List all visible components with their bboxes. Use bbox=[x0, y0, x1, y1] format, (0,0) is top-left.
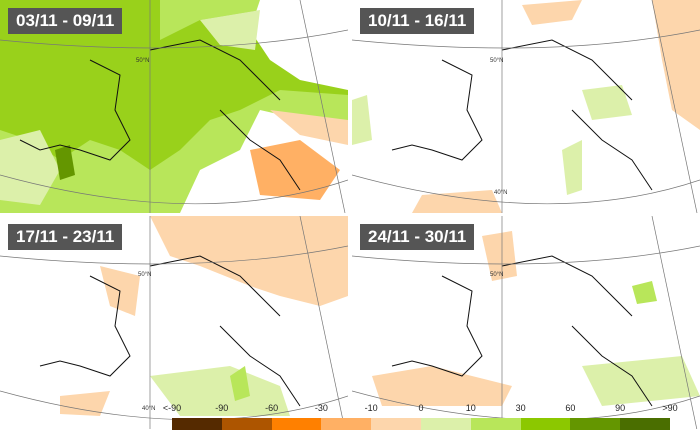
legend-swatch bbox=[620, 418, 670, 430]
legend-swatch bbox=[470, 418, 521, 430]
panel-date-label: 17/11 - 23/11 bbox=[8, 224, 123, 250]
map-panel-3: 50°N 40°N 17/11 - 23/11 bbox=[0, 216, 348, 429]
color-legend: <-90 -90 -60 -30 -10 0 10 30 60 90 >90 bbox=[160, 403, 700, 430]
lat-label-40n: 40°N bbox=[494, 190, 508, 196]
anomaly-map bbox=[0, 0, 348, 213]
legend-tick-label: 0 bbox=[418, 403, 424, 413]
legend-tick-label: -30 bbox=[314, 403, 328, 413]
legend-tick-label: 10 bbox=[465, 403, 476, 413]
map-panel-1: 50°N 03/11 - 09/11 bbox=[0, 0, 348, 213]
lat-label-50n: 50°N bbox=[490, 272, 504, 278]
legend-swatch bbox=[421, 418, 471, 430]
legend-tick-label: <-90 bbox=[162, 403, 182, 413]
legend-swatch bbox=[172, 418, 222, 430]
legend-swatch bbox=[221, 418, 272, 430]
legend-tick-label: 60 bbox=[565, 403, 576, 413]
anomaly-map bbox=[0, 216, 348, 429]
panel-date-label: 24/11 - 30/11 bbox=[360, 224, 475, 250]
map-panel-4: 50°N 24/11 - 30/11 bbox=[352, 216, 700, 429]
lat-label-50n: 50°N bbox=[136, 58, 150, 64]
panel-date-label: 10/11 - 16/11 bbox=[360, 8, 475, 34]
lat-label-50n: 50°N bbox=[490, 58, 504, 64]
anomaly-map bbox=[352, 0, 700, 213]
panel-date-label: 03/11 - 09/11 bbox=[8, 8, 123, 34]
legend-swatch bbox=[520, 418, 571, 430]
legend-swatch bbox=[321, 418, 372, 430]
legend-swatch bbox=[570, 418, 621, 430]
legend-tick-label: -60 bbox=[265, 403, 279, 413]
legend-tick-label: 90 bbox=[615, 403, 626, 413]
legend-tick-label: >90 bbox=[662, 403, 678, 413]
legend-tick-label: 30 bbox=[515, 403, 526, 413]
legend-tick-label: -10 bbox=[364, 403, 378, 413]
anomaly-map bbox=[352, 216, 700, 429]
lat-label-50n: 50°N bbox=[138, 272, 152, 278]
legend-swatch bbox=[271, 418, 322, 430]
legend-swatch bbox=[371, 418, 421, 430]
map-panel-2: 50°N 40°N 10/11 - 16/11 bbox=[352, 0, 700, 213]
lat-label-40n: 40°N bbox=[142, 406, 156, 412]
legend-tick-label: -90 bbox=[215, 403, 229, 413]
